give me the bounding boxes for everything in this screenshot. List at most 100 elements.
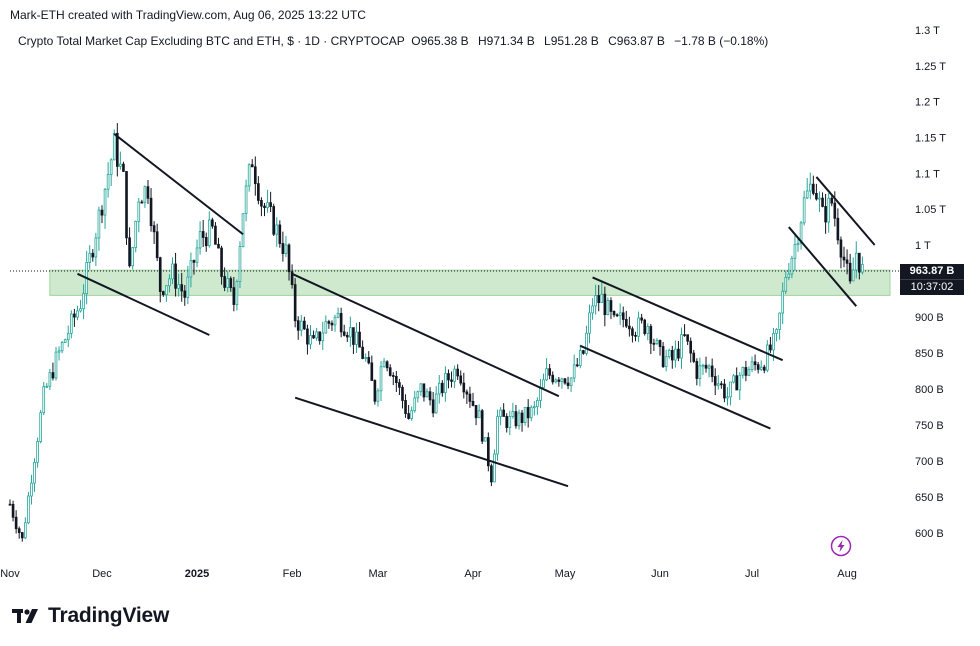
- candle-body: [401, 386, 404, 401]
- candle-body: [299, 320, 303, 331]
- candle-body: [342, 331, 346, 336]
- candle-body: [652, 342, 656, 345]
- candle-body: [207, 219, 211, 247]
- candle-body: [787, 273, 791, 278]
- candle-body: [119, 163, 122, 167]
- candle-body: [493, 453, 496, 483]
- candle-body: [634, 334, 637, 337]
- candle-body: [352, 327, 355, 345]
- candle-body: [689, 340, 693, 354]
- candle-body: [845, 259, 849, 264]
- candle-body: [468, 393, 472, 402]
- candle-body: [815, 193, 818, 200]
- symbol-name[interactable]: Crypto Total Market Cap Excluding BTC an…: [18, 34, 405, 48]
- candle-body: [594, 295, 597, 307]
- x-axis-tick-label: May: [555, 568, 576, 580]
- candle-body: [91, 252, 95, 258]
- candle-body: [263, 205, 266, 208]
- candle-body: [637, 317, 640, 337]
- candle-body: [336, 312, 340, 318]
- candle-body: [661, 346, 665, 368]
- candle-body: [793, 244, 797, 259]
- candle-body: [615, 314, 619, 317]
- candle-body: [572, 364, 576, 379]
- candle-body: [309, 335, 312, 345]
- candle-body: [839, 239, 843, 258]
- candle-body: [618, 312, 622, 317]
- candle-body: [112, 132, 116, 161]
- candle-body: [790, 257, 794, 275]
- candle-body: [45, 385, 49, 388]
- candle-body: [542, 379, 545, 388]
- candle-body: [738, 374, 742, 391]
- candle-body: [729, 381, 732, 398]
- candle-body: [296, 320, 300, 331]
- y-axis-tick-label: 1.25 T: [915, 61, 946, 73]
- candle-body: [533, 406, 536, 409]
- candle-body: [603, 293, 607, 316]
- candle-body: [726, 396, 729, 399]
- candle-body: [582, 350, 585, 354]
- trendline: [592, 276, 784, 362]
- y-axis-tick-label: 1.2 T: [915, 97, 940, 109]
- candle-body: [805, 190, 809, 199]
- tradingview-brand[interactable]: TradingView: [12, 604, 169, 628]
- candle-body: [529, 406, 533, 419]
- candle-body: [858, 252, 861, 273]
- candle-body: [723, 383, 726, 399]
- candle-body: [710, 365, 714, 377]
- candle-body: [821, 197, 824, 207]
- candle-body: [97, 209, 101, 239]
- candle-body: [355, 331, 358, 345]
- candle-body: [431, 399, 435, 414]
- candle-body: [315, 331, 318, 339]
- candle-body: [483, 437, 487, 442]
- candle-body: [505, 416, 509, 428]
- candle-body: [229, 278, 233, 289]
- candle-body: [784, 277, 788, 292]
- candle-body: [597, 295, 601, 304]
- candle-body: [480, 410, 484, 442]
- candle-body: [131, 247, 134, 267]
- candle-body: [842, 256, 846, 261]
- candle-body: [704, 364, 708, 369]
- flash-icon[interactable]: [830, 535, 852, 557]
- candle-body: [327, 321, 331, 324]
- candle-body: [238, 246, 242, 282]
- candle-body: [266, 202, 269, 208]
- candle-body: [284, 244, 288, 254]
- candle-body: [600, 293, 604, 304]
- candle-body: [655, 340, 659, 344]
- candle-body: [312, 335, 315, 339]
- candle-body: [624, 319, 628, 327]
- candle-body: [125, 171, 128, 239]
- candle-body: [766, 344, 769, 371]
- candle-body: [812, 183, 815, 194]
- candle-body: [756, 364, 760, 370]
- candle-body: [51, 372, 55, 379]
- candle-body: [453, 368, 456, 382]
- candle-body: [122, 163, 125, 172]
- candle-body: [413, 397, 417, 412]
- candle-body: [428, 391, 432, 401]
- candle-body: [324, 321, 328, 334]
- symbol-legend[interactable]: Crypto Total Market Cap Excluding BTC an…: [18, 34, 774, 48]
- candle-body: [781, 290, 785, 314]
- candle-body: [391, 375, 395, 377]
- candle-body: [434, 393, 438, 414]
- candle-body: [640, 317, 643, 321]
- candle-body: [818, 197, 821, 200]
- candle-body: [330, 322, 334, 326]
- candle-body: [716, 383, 720, 386]
- candle-body: [155, 231, 159, 259]
- candle-body: [88, 252, 92, 263]
- candle-body: [551, 374, 555, 383]
- candle-body: [165, 285, 168, 295]
- candle-body: [134, 221, 138, 248]
- y-axis-tick-label: 1.05 T: [915, 204, 946, 216]
- candle-body: [683, 334, 686, 337]
- x-axis-tick-label: Apr: [464, 568, 481, 580]
- candle-body: [459, 375, 463, 384]
- trendline: [815, 176, 876, 246]
